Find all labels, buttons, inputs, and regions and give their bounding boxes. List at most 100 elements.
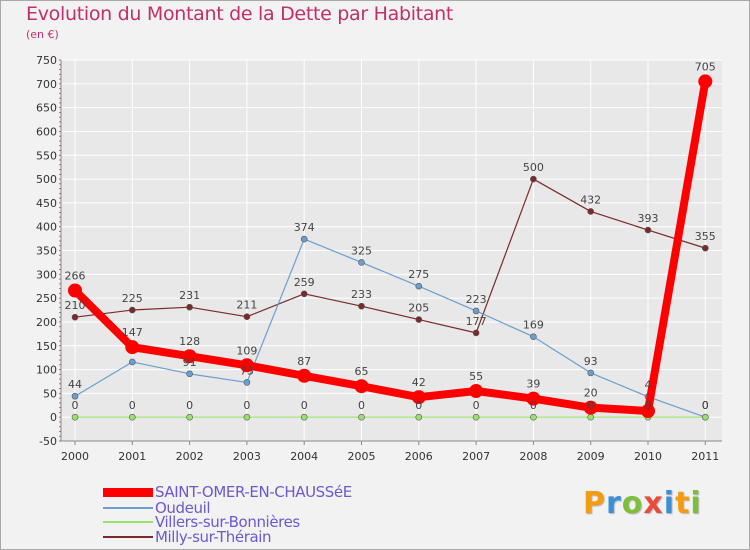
legend-item: SAINT-OMER-EN-CHAUSSéE [103, 483, 352, 501]
x-tick-label: 2008 [519, 450, 547, 463]
data-label: 169 [523, 319, 544, 332]
data-point [297, 368, 312, 383]
data-point [530, 333, 537, 341]
data-label: 266 [65, 270, 86, 283]
data-point [472, 329, 480, 337]
data-label: 42 [412, 376, 426, 389]
data-point [530, 413, 537, 421]
data-point [243, 379, 251, 386]
data-point [644, 226, 652, 234]
data-label: 128 [179, 335, 200, 348]
data-label: 233 [351, 288, 372, 301]
data-point [701, 244, 709, 252]
data-label: 20 [584, 387, 598, 400]
data-point [243, 313, 251, 320]
data-point [354, 379, 369, 394]
y-tick-label: 350 [36, 245, 57, 258]
y-tick-label: 100 [36, 364, 57, 377]
data-label: 0 [186, 399, 193, 412]
data-label: 0 [702, 399, 709, 412]
legend-item: Villers-sur-Bonnières [103, 513, 300, 531]
data-label: 432 [580, 193, 601, 206]
data-point [411, 390, 426, 405]
series-line-3 [74, 178, 706, 334]
legend-item: Oudeuil [103, 499, 211, 517]
data-point [641, 403, 655, 418]
legend-swatch [103, 507, 153, 509]
data-point [129, 358, 136, 366]
data-label: 275 [408, 268, 429, 281]
data-point [71, 413, 79, 421]
data-label: 73 [240, 364, 254, 377]
y-tick-label: 750 [36, 54, 57, 67]
data-point [300, 413, 308, 421]
x-tick-label: 2007 [462, 450, 490, 463]
y-tick-label: 300 [36, 268, 57, 281]
x-tick-label: 2010 [634, 450, 662, 463]
series-line-0 [72, 80, 710, 415]
data-label: 374 [294, 221, 315, 234]
x-tick-label: 2002 [176, 450, 204, 463]
data-point [358, 302, 365, 310]
data-label: 211 [236, 299, 257, 312]
data-point [530, 175, 537, 183]
y-tick-label: 600 [36, 125, 57, 138]
data-label: 225 [122, 292, 143, 305]
data-point [415, 282, 423, 290]
data-label: 0 [587, 399, 594, 412]
data-label: 0 [243, 399, 250, 412]
data-label: 0 [415, 399, 422, 412]
data-point [129, 413, 136, 421]
x-tick-label: 2009 [577, 450, 605, 463]
data-point [526, 391, 541, 406]
y-tick-label: 150 [36, 340, 57, 353]
data-point [129, 306, 136, 314]
legend-label: Oudeuil [155, 499, 211, 517]
x-tick-label: 2006 [405, 450, 433, 463]
data-label: 705 [695, 60, 716, 73]
data-label: 91 [183, 356, 197, 369]
data-label: 210 [65, 299, 86, 312]
data-label: 259 [294, 276, 315, 289]
data-point [300, 290, 308, 298]
y-tick-label: 650 [36, 102, 57, 115]
legend-swatch [103, 521, 153, 523]
y-tick-label: 700 [36, 78, 57, 91]
data-label: 87 [297, 355, 311, 368]
data-label: 0 [645, 399, 652, 412]
data-point [186, 370, 193, 378]
data-point [587, 208, 595, 215]
data-point [587, 413, 595, 421]
x-tick-label: 2011 [691, 450, 719, 463]
data-label: 393 [638, 212, 659, 225]
data-point [701, 413, 709, 421]
data-point [186, 303, 193, 311]
data-point [415, 316, 423, 323]
y-tick-label: 550 [36, 149, 57, 162]
data-label: 147 [122, 326, 143, 339]
legend-swatch [103, 487, 153, 497]
proxiti-logo: Proxiti [583, 486, 702, 521]
data-point [239, 358, 254, 373]
data-point [472, 307, 480, 315]
y-tick-label: -50 [39, 435, 57, 448]
data-label: 0 [530, 399, 537, 412]
x-tick-label: 2004 [290, 450, 318, 463]
data-label: 0 [702, 399, 709, 412]
legend-swatch [103, 536, 153, 538]
data-label: 500 [523, 161, 544, 174]
data-label: 4 [645, 379, 652, 392]
data-point [698, 74, 713, 89]
data-label: 65 [355, 365, 369, 378]
data-point [68, 283, 82, 298]
data-label: 355 [695, 230, 716, 243]
data-point [182, 349, 197, 364]
y-tick-label: 200 [36, 316, 57, 329]
chart-unit-label: (en €) [26, 28, 59, 41]
data-label: 223 [466, 293, 487, 306]
x-tick-label: 2000 [61, 450, 89, 463]
data-label: 55 [469, 370, 483, 383]
legend-label: Milly-sur-Thérain [155, 528, 272, 546]
y-tick-label: 250 [36, 292, 57, 305]
